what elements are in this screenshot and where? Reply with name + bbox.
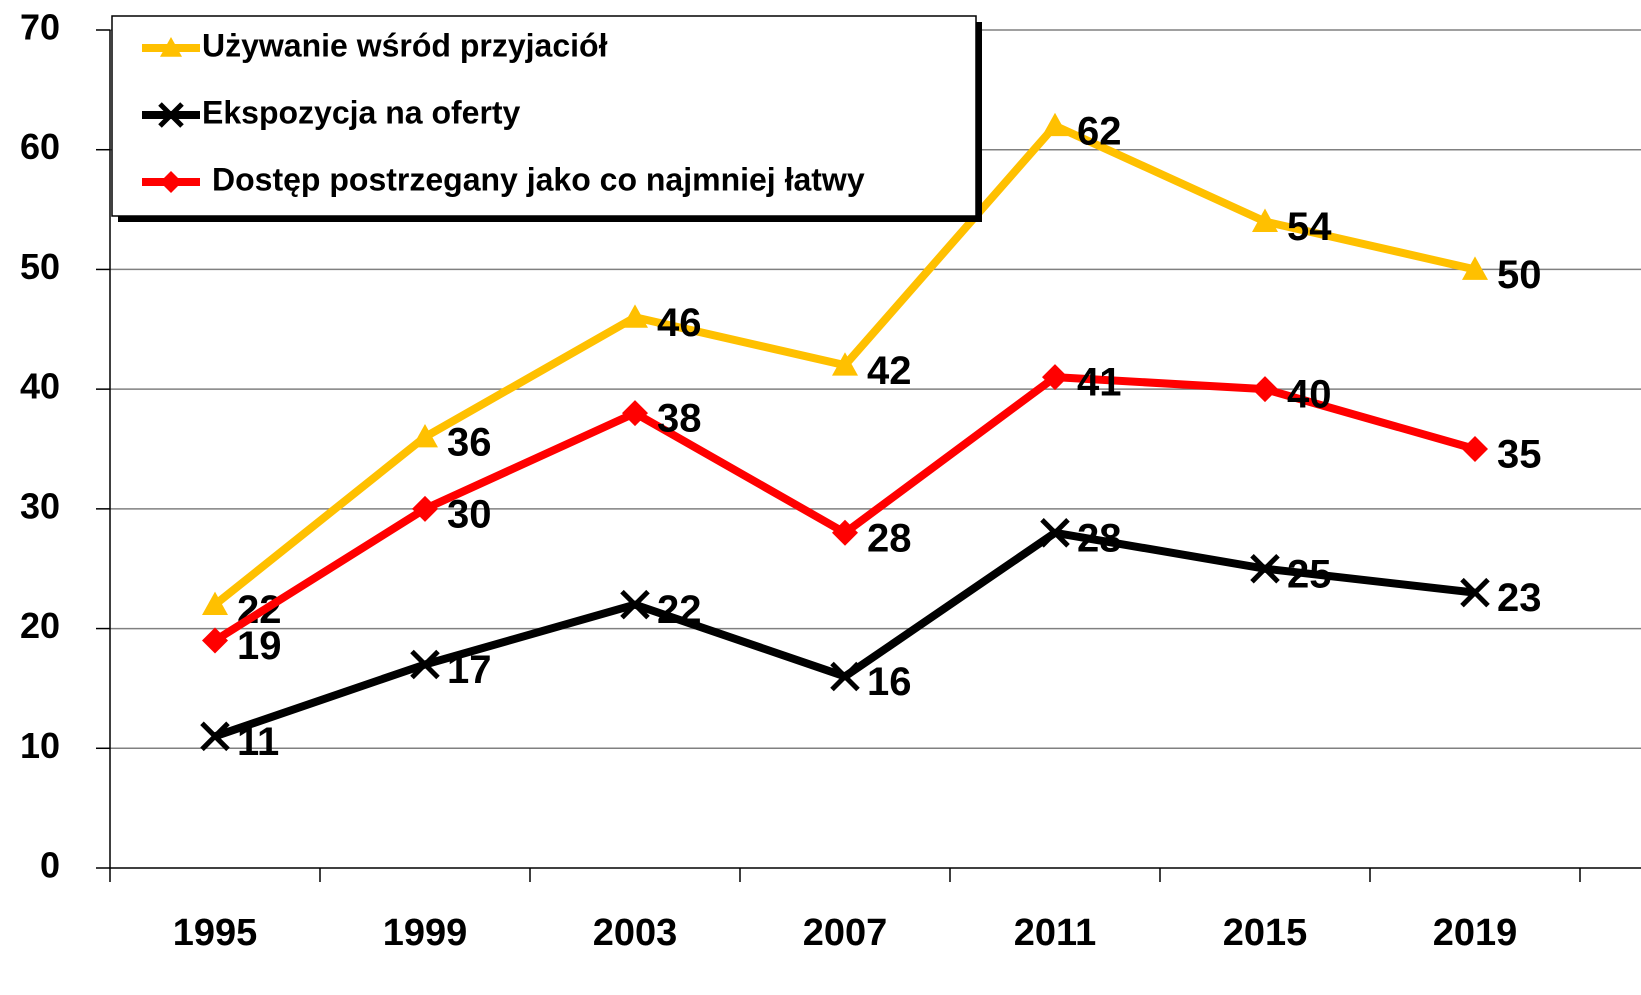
- legend-marker: [160, 37, 182, 57]
- point-marker: [1252, 208, 1278, 232]
- point-marker: [1462, 256, 1488, 280]
- data-label: 50: [1497, 253, 1542, 297]
- data-label: 35: [1497, 433, 1542, 477]
- data-label: 19: [237, 624, 282, 668]
- point-marker: [832, 352, 858, 376]
- data-label: 22: [657, 588, 702, 632]
- data-label: 28: [1077, 516, 1122, 560]
- point-marker: [1042, 112, 1068, 137]
- x-tick-label: 2007: [803, 912, 888, 954]
- point-marker: [410, 649, 440, 680]
- point-marker: [202, 627, 228, 654]
- y-tick-label: 40: [20, 366, 60, 407]
- point-marker: [200, 721, 230, 752]
- data-label: 23: [1497, 576, 1542, 620]
- data-label: 54: [1287, 205, 1332, 249]
- x-tick-label: 2019: [1433, 912, 1518, 954]
- y-tick-label: 70: [20, 7, 60, 48]
- point-marker: [830, 661, 860, 692]
- data-label: 36: [447, 421, 492, 465]
- x-tick-label: 2003: [593, 912, 678, 954]
- point-marker: [1460, 577, 1490, 608]
- x-tick-label: 2011: [1014, 912, 1096, 954]
- data-label: 41: [1077, 361, 1122, 405]
- data-label: 11: [237, 720, 279, 764]
- x-tick-label: 1995: [173, 912, 258, 954]
- y-tick-label: 20: [20, 605, 60, 646]
- point-marker: [412, 424, 438, 448]
- data-label: 16: [867, 660, 912, 704]
- data-label: 46: [657, 301, 702, 345]
- legend-marker: [160, 171, 182, 193]
- legend: [111, 15, 977, 217]
- point-marker: [1252, 376, 1278, 403]
- point-marker: [832, 519, 858, 546]
- y-tick-label: 10: [20, 725, 60, 766]
- data-label: 40: [1287, 373, 1332, 417]
- point-marker: [1250, 553, 1280, 584]
- x-tick-label: 1999: [383, 912, 468, 954]
- legend-marker: [158, 102, 184, 128]
- data-label: 30: [447, 492, 492, 536]
- point-marker: [202, 591, 228, 616]
- legend-label: Dostęp postrzegany jako co najmniej łatw…: [212, 161, 865, 197]
- point-marker: [1042, 364, 1068, 391]
- data-label: 42: [867, 349, 912, 393]
- point-marker: [1040, 518, 1070, 548]
- series-line: [213, 528, 1476, 741]
- point-marker: [622, 304, 648, 328]
- legend-label: Używanie wśród przyjaciół: [202, 27, 608, 63]
- legend-label: Ekspozycja na oferty: [202, 94, 521, 130]
- data-label: 28: [867, 516, 912, 560]
- y-tick-label: 0: [40, 845, 60, 886]
- x-tick-label: 2015: [1223, 912, 1308, 954]
- data-label: 17: [447, 648, 492, 692]
- y-tick-label: 60: [20, 126, 60, 167]
- point-marker: [412, 495, 438, 522]
- point-marker: [622, 400, 648, 427]
- y-tick-label: 30: [20, 485, 60, 526]
- point-marker: [620, 589, 650, 620]
- y-tick-label: 50: [20, 246, 60, 287]
- data-label: 25: [1287, 552, 1332, 596]
- data-label: 38: [657, 397, 702, 441]
- point-marker: [1462, 436, 1488, 462]
- data-label: 62: [1077, 109, 1122, 153]
